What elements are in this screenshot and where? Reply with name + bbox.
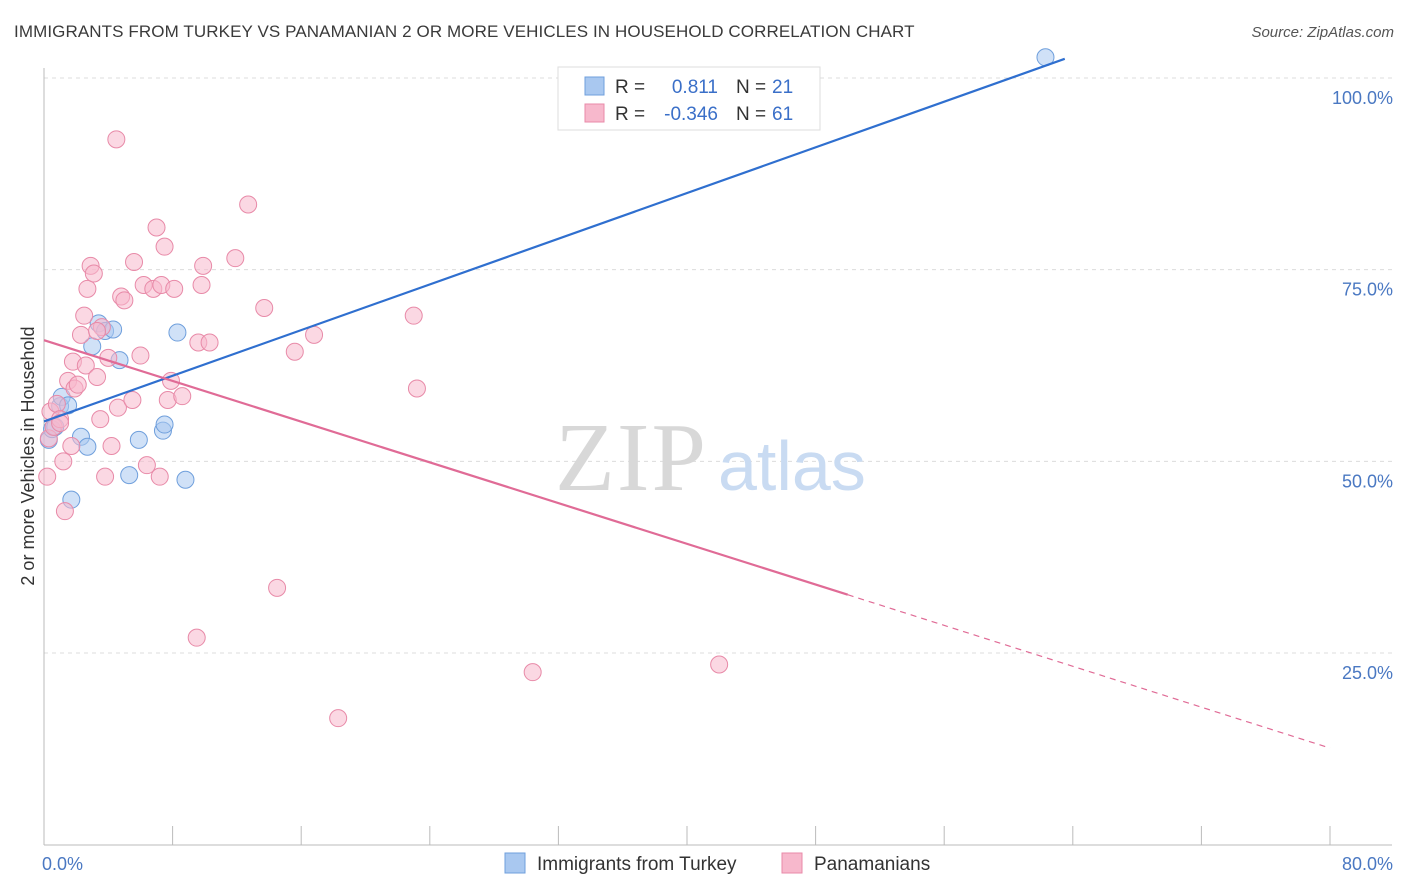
legend-n-label-panamanian: N =	[736, 104, 766, 125]
legend-n-value-panamanian: 61	[772, 104, 793, 125]
series-panamanian-points	[38, 130, 729, 728]
panamanian-point-47	[200, 333, 219, 352]
source-label: Source: ZipAtlas.com	[1251, 24, 1394, 41]
legend-r-label-panamanian: R =	[615, 104, 645, 125]
panamanian-point-36	[150, 467, 169, 486]
legend-swatch-panamanian	[584, 103, 605, 123]
panamanian-point-0	[38, 467, 57, 486]
legend-r-value-panamanian: -0.346	[664, 104, 718, 125]
panamanian-point-33	[137, 456, 156, 475]
panamanian-point-24	[102, 437, 121, 455]
y-tick-0: 25.0%	[1342, 663, 1393, 683]
x-tick-max: 80.0%	[1342, 854, 1393, 874]
x-tick-min: 0.0%	[42, 854, 83, 874]
y-tick-labels: 25.0% 50.0% 75.0% 100.0%	[1332, 88, 1393, 683]
watermark-zip: ZIP	[555, 404, 708, 512]
trend-line-panamanian	[43, 339, 849, 596]
panamanian-point-45	[192, 276, 211, 294]
panamanian-point-60	[88, 322, 107, 340]
series-legend: Immigrants from Turkey Panamanians	[504, 852, 930, 875]
panamanian-point-6	[54, 452, 73, 471]
y-tick-3: 100.0%	[1332, 88, 1393, 108]
legend-n-label-turkey: N =	[736, 77, 766, 98]
panamanian-point-15	[76, 356, 95, 375]
panamanian-point-20	[91, 410, 110, 429]
turkey-point-15	[129, 430, 148, 449]
trend-line-panamanian-extension	[847, 594, 1331, 749]
panamanian-point-56	[407, 379, 426, 398]
y-axis-label: 2 or more Vehicles in Household	[18, 326, 38, 585]
panamanian-point-55	[404, 306, 423, 325]
turkey-point-17	[155, 415, 174, 434]
panamanian-point-59	[51, 414, 70, 432]
panamanian-point-54	[329, 709, 348, 728]
bottom-legend-label-turkey: Immigrants from Turkey	[537, 854, 737, 875]
panamanian-point-58	[710, 655, 729, 674]
trend-lines	[43, 57, 1331, 749]
trend-line-turkey	[43, 57, 1066, 423]
panamanian-point-28	[115, 291, 134, 310]
turkey-point-19	[176, 470, 195, 489]
panamanian-point-31	[131, 346, 150, 365]
panamanian-point-4	[47, 394, 66, 413]
panamanian-point-19	[88, 368, 107, 386]
bottom-legend-swatch-panamanian	[781, 852, 803, 874]
panamanian-point-16	[78, 279, 97, 298]
y-tick-2: 75.0%	[1342, 280, 1393, 300]
turkey-point-14	[120, 466, 139, 485]
legend-r-label-turkey: R =	[615, 77, 645, 98]
panamanian-point-13	[71, 325, 90, 344]
panamanian-point-49	[239, 195, 258, 214]
legend-swatch-turkey	[584, 76, 605, 96]
panamanian-point-46	[194, 256, 213, 275]
watermark: ZIP atlas	[555, 404, 866, 512]
panamanian-point-38	[155, 237, 174, 256]
panamanian-point-25	[107, 130, 126, 149]
panamanian-point-26	[108, 398, 127, 417]
panamanian-point-53	[305, 325, 324, 344]
bottom-legend-swatch-turkey	[504, 852, 526, 874]
panamanian-point-43	[187, 628, 206, 647]
panamanian-point-50	[255, 299, 274, 317]
panamanian-point-9	[62, 437, 81, 455]
watermark-atlas: atlas	[718, 427, 866, 505]
panamanian-point-51	[268, 578, 287, 597]
turkey-point-18	[168, 323, 187, 342]
x-tick-labels: 0.0% 80.0%	[42, 854, 1393, 874]
y-tick-1: 50.0%	[1342, 471, 1393, 491]
panamanian-point-18	[84, 264, 103, 283]
panamanian-point-7	[55, 502, 74, 521]
panamanian-point-30	[125, 253, 144, 271]
panamanian-point-12	[68, 375, 87, 394]
bottom-legend-label-panamanian: Panamanians	[814, 854, 930, 875]
turkey-point-8	[78, 437, 97, 456]
panamanian-point-29	[123, 391, 142, 409]
panamanian-point-42	[173, 387, 192, 406]
panamanian-point-52	[285, 342, 304, 361]
legend-n-value-turkey: 21	[772, 77, 793, 98]
panamanian-point-57	[523, 663, 542, 682]
panamanian-point-22	[96, 467, 115, 486]
chart-title: IMMIGRANTS FROM TURKEY VS PANAMANIAN 2 O…	[14, 22, 915, 41]
panamanian-point-41	[165, 279, 184, 298]
panamanian-point-14	[75, 306, 94, 325]
grid-lines	[44, 77, 1392, 654]
panamanian-point-48	[226, 249, 245, 268]
panamanian-point-35	[147, 218, 166, 237]
legend-r-value-turkey: 0.811	[672, 77, 718, 98]
axes	[43, 68, 1392, 846]
correlation-legend: R = 0.811 N = 21 R = -0.346 N = 61	[557, 66, 821, 131]
